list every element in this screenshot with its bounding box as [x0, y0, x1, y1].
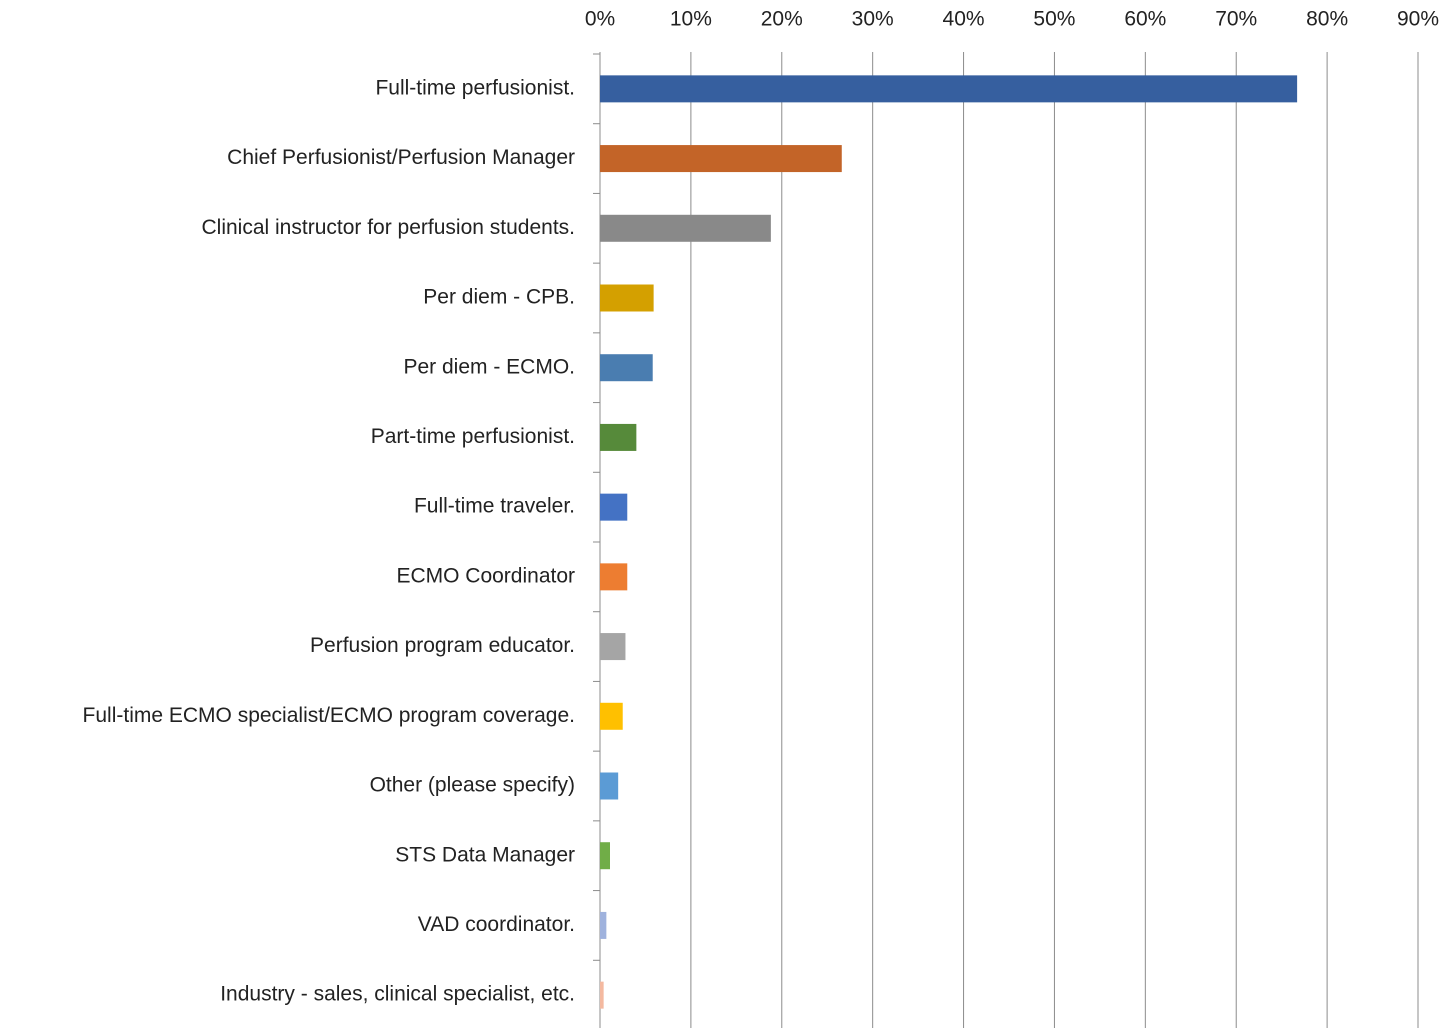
bar — [600, 563, 628, 591]
x-tick-label: 20% — [761, 8, 803, 31]
x-tick-label: 50% — [1033, 8, 1075, 31]
y-tick-label: ECMO Coordinator — [396, 564, 575, 587]
x-tick-label: 60% — [1124, 8, 1166, 31]
bar — [600, 842, 610, 870]
bar — [600, 633, 626, 661]
y-tick-label: Clinical instructor for perfusion studen… — [202, 216, 576, 239]
bar — [600, 284, 654, 312]
bar — [600, 354, 653, 382]
y-tick-label: Chief Perfusionist/Perfusion Manager — [227, 146, 575, 169]
y-tick-label: Full-time ECMO specialist/ECMO program c… — [83, 704, 575, 727]
x-tick-label: 30% — [852, 8, 894, 31]
y-tick-label: Per diem - CPB. — [423, 286, 575, 309]
bar — [600, 702, 623, 730]
x-tick-label: 0% — [585, 8, 615, 31]
bar — [600, 772, 619, 800]
y-tick-label: Per diem - ECMO. — [403, 355, 575, 378]
y-tick-label: Full-time traveler. — [414, 495, 575, 518]
x-tick-label: 80% — [1306, 8, 1348, 31]
y-tick-label: STS Data Manager — [395, 843, 575, 866]
y-tick-label: Perfusion program educator. — [310, 634, 575, 657]
x-tick-label: 10% — [670, 8, 712, 31]
bar — [600, 214, 771, 242]
x-tick-label: 70% — [1215, 8, 1257, 31]
bar — [600, 981, 604, 1009]
bar — [600, 911, 607, 939]
y-tick-label: Other (please specify) — [370, 774, 575, 797]
y-tick-label: Full-time perfusionist. — [375, 76, 575, 99]
bar — [600, 493, 628, 521]
x-tick-label: 40% — [943, 8, 985, 31]
bar — [600, 423, 637, 451]
y-tick-label: VAD coordinator. — [418, 913, 575, 936]
y-tick-label: Industry - sales, clinical specialist, e… — [220, 983, 575, 1006]
bar — [600, 75, 1298, 103]
y-tick-label: Part-time perfusionist. — [371, 425, 575, 448]
bar — [600, 145, 842, 173]
x-tick-label: 90% — [1397, 8, 1439, 31]
